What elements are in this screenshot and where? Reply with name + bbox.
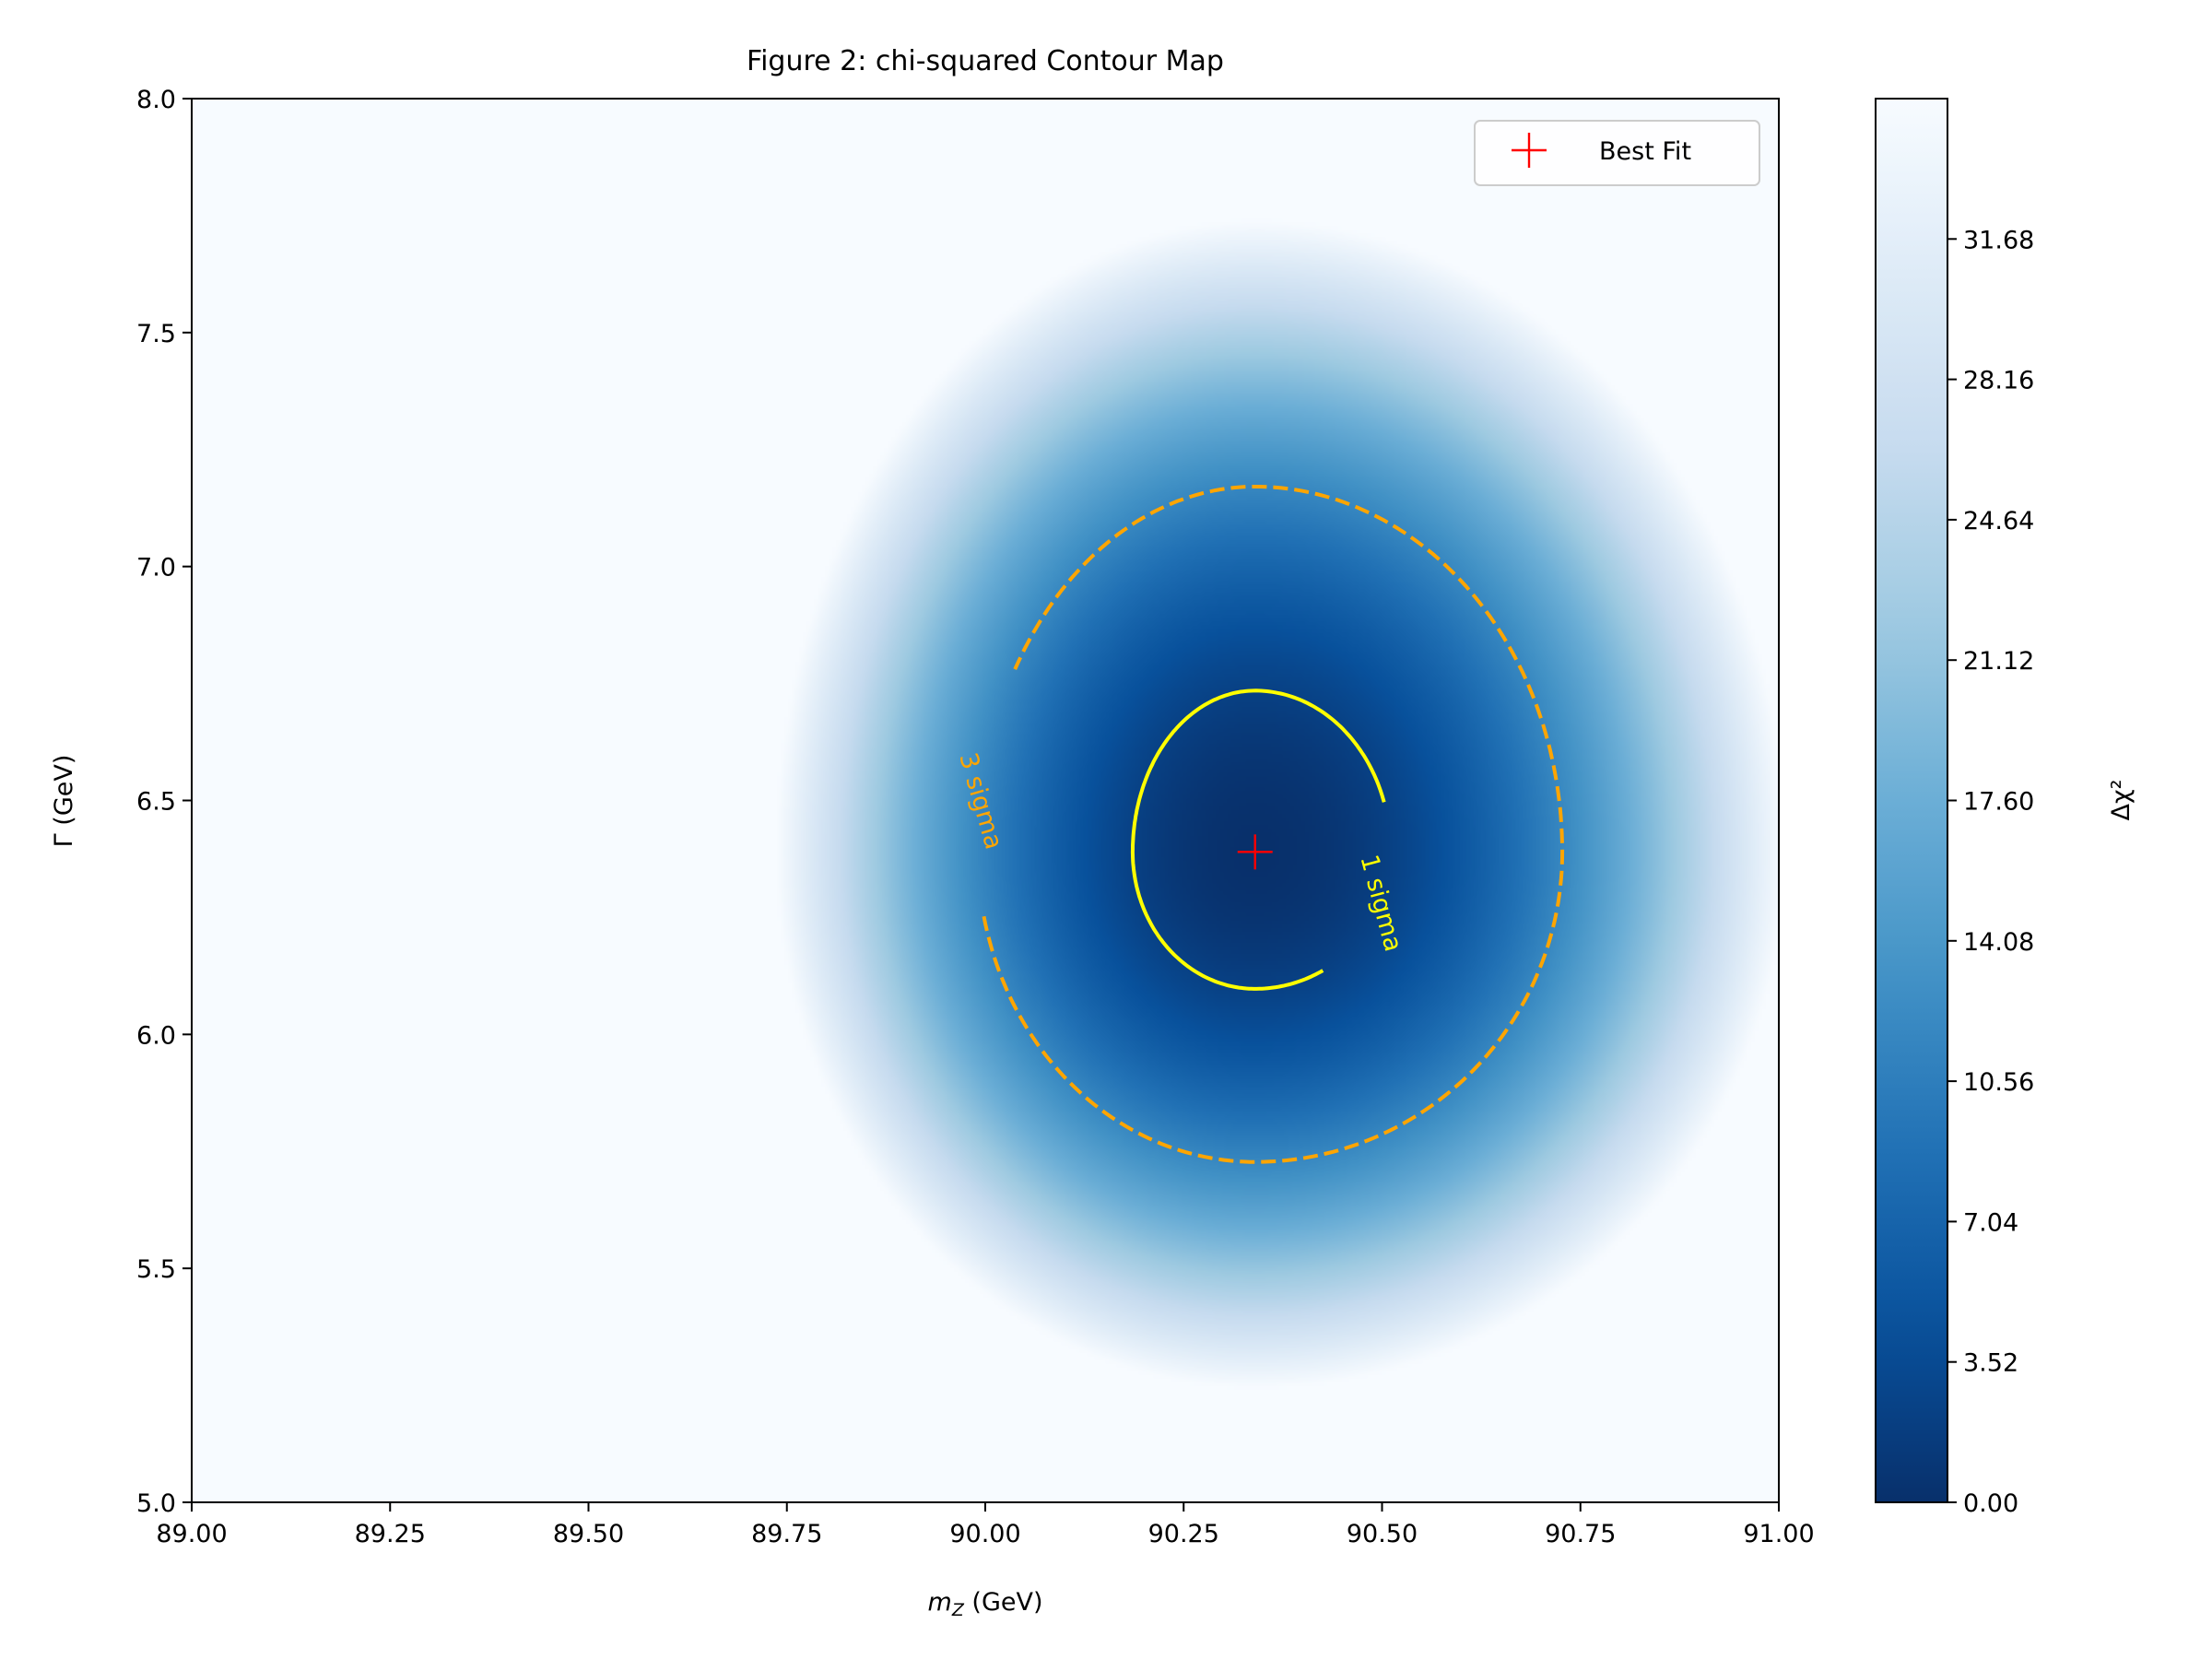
legend-label-best-fit: Best Fit (1599, 137, 1691, 166)
y-axis-label: Γ (GeV) (50, 755, 78, 848)
colorbar-tick-label: 10.56 (1963, 1068, 2034, 1097)
x-tick-label: 90.50 (1347, 1520, 1418, 1548)
contour-3-sigma (982, 485, 1565, 1164)
y-tick-label: 6.0 (136, 1021, 176, 1050)
chart-title: Figure 2: chi-squared Contour Map (747, 45, 1224, 77)
y-tick-label: 5.0 (136, 1489, 176, 1518)
colorbar: 0.00 3.52 7.04 10.56 14.08 17.60 21.12 24.64 28.… (1875, 98, 2136, 1518)
contour-1-sigma (1130, 688, 1386, 991)
x-axis-label: mZ (GeV) (928, 1588, 1043, 1620)
x-tick-label: 89.00 (156, 1520, 227, 1548)
legend-marker-best-fit (1512, 133, 1547, 168)
colorbar-tick-label: 17.60 (1963, 788, 2034, 817)
y-tick-label: 7.5 (136, 320, 176, 348)
colorbar-tick-label: 0.00 (1963, 1489, 2018, 1518)
y-axis: 5.0 5.5 6.0 6.5 7.0 7.5 8.0 (136, 86, 192, 1518)
y-tick-label: 8.0 (136, 86, 176, 114)
x-tick-label: 90.00 (949, 1520, 1020, 1548)
marker-layer (1237, 834, 1273, 870)
best-fit-marker (1237, 834, 1273, 870)
colorbar-tick-label: 3.52 (1963, 1349, 2018, 1378)
legend: Best Fit (1474, 120, 1760, 186)
x-tick-label: 89.50 (553, 1520, 624, 1548)
colorbar-tick-label: 7.04 (1963, 1208, 2018, 1237)
legend-box (1474, 120, 1760, 186)
colorbar-tick-label: 21.12 (1963, 647, 2034, 676)
chi2-heatmap (192, 99, 1779, 1502)
x-tick-label: 90.25 (1148, 1520, 1219, 1548)
colorbar-tick-label: 24.64 (1963, 507, 2034, 535)
y-tick-label: 5.5 (136, 1255, 176, 1284)
y-tick-label: 6.5 (136, 788, 176, 817)
x-axis: 89.00 89.25 89.50 89.75 90.00 90.25 90.50 90.75… (156, 1502, 1815, 1548)
colorbar-tick-label: 14.08 (1963, 928, 2034, 957)
x-tick-label: 89.25 (355, 1520, 426, 1548)
colorbar-ticks: 0.00 3.52 7.04 10.56 14.08 17.60 21.12 24.64 28.… (1947, 226, 2034, 1518)
y-tick-label: 7.0 (136, 554, 176, 582)
x-tick-label: 90.75 (1545, 1520, 1616, 1548)
colorbar-tick-label: 31.68 (1963, 226, 2034, 254)
colorbar-label: Δχ² (2107, 780, 2136, 821)
x-tick-label: 91.00 (1743, 1520, 1814, 1548)
x-tick-label: 89.75 (751, 1520, 822, 1548)
colorbar-gradient (1876, 99, 1947, 1502)
colorbar-tick-label: 28.16 (1963, 367, 2034, 395)
